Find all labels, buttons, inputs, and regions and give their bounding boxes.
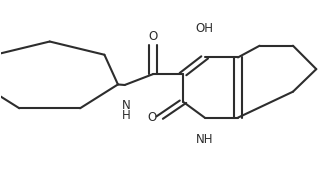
Text: O: O — [149, 30, 158, 43]
Text: NH: NH — [196, 133, 213, 147]
Text: H: H — [122, 109, 131, 122]
Text: O: O — [147, 111, 156, 124]
Text: OH: OH — [196, 22, 214, 35]
Text: N: N — [122, 99, 131, 112]
